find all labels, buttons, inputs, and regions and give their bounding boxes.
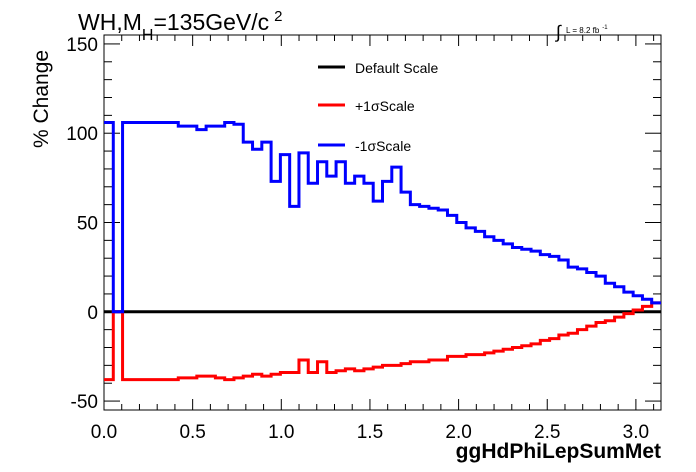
legend-label-default: Default Scale <box>355 60 438 76</box>
x-tick-label: 0.0 <box>91 422 117 443</box>
axis-ticks <box>103 35 661 410</box>
lumi-label: L = 8.2 fb -1 <box>566 25 608 35</box>
x-axis-title: ggHdPhiLepSumMet <box>456 440 661 463</box>
x-tick-label: 2.0 <box>445 422 471 443</box>
y-tick-label: -50 <box>71 392 98 413</box>
y-tick-label: 150 <box>66 35 98 56</box>
x-tick-label: 2.5 <box>534 422 560 443</box>
y-tick-label: 0 <box>87 303 98 324</box>
y-tick-label: 50 <box>77 214 98 235</box>
x-tick-label: 1.0 <box>268 422 294 443</box>
x-tick-label: 3.0 <box>623 422 649 443</box>
y-tick-label: 100 <box>66 124 98 145</box>
lumi-integral-symbol: ∫ <box>554 22 562 42</box>
y-axis-title: % Change <box>30 50 53 148</box>
legend-label-plus1sigma: +1σScale <box>355 98 415 114</box>
series-layer <box>104 121 661 382</box>
legend: Default Scale +1σScale -1σScale <box>318 60 438 154</box>
x-tick-label: 0.5 <box>179 422 205 443</box>
x-tick-label: 1.5 <box>357 422 383 443</box>
series-plus1sigma <box>104 301 661 382</box>
series-minus1sigma <box>104 121 661 314</box>
tick-labels: 0.0 0.5 1.0 1.5 2.0 2.5 3.0 -50 0 50 100 150 <box>66 35 649 443</box>
legend-label-minus1sigma: -1σScale <box>355 138 411 154</box>
